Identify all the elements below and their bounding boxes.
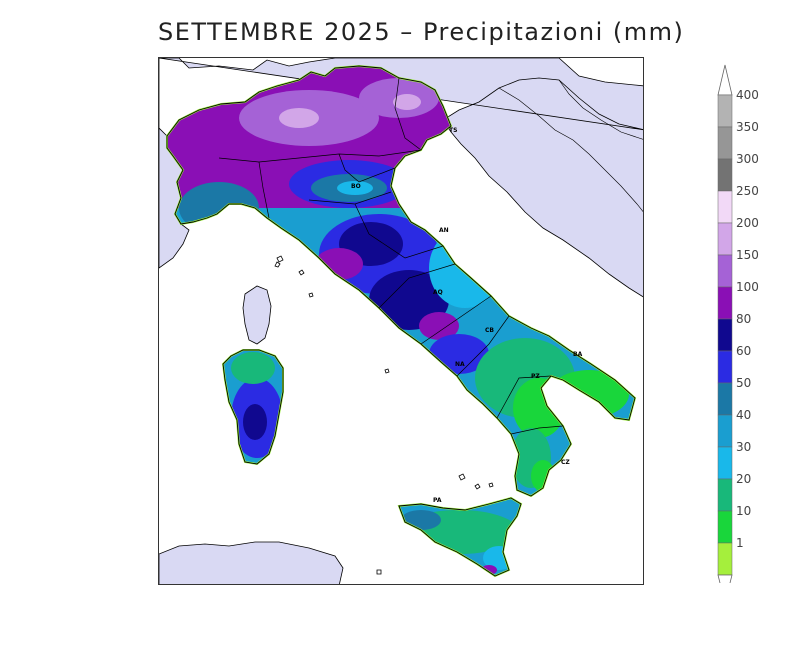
island-corsica	[242, 285, 272, 345]
legend-label-40: 40	[736, 408, 752, 422]
legend-swatch-50	[717, 382, 733, 416]
region-code-aq: AQ	[433, 289, 443, 296]
legend-swatch-20	[717, 478, 733, 512]
legend-swatch-1	[717, 542, 733, 576]
legend-label-50: 50	[736, 376, 752, 390]
region-code-an: AN	[439, 227, 449, 234]
map-frame: TS BO AN AQ CB NA BA PZ CZ PA	[158, 57, 644, 585]
italy-precipitation-map: TS BO AN AQ CB NA BA PZ CZ PA	[159, 58, 643, 584]
legend-swatch-80	[717, 318, 733, 352]
coastline	[166, 65, 636, 577]
region-code-na: NA	[455, 361, 465, 368]
precipitation-legend: 400 350 300 250 200 150 100 80 60 50 40 30 20 10 1	[716, 63, 796, 583]
region-code-cb: CB	[485, 327, 494, 334]
region-code-pz: PZ	[531, 373, 540, 380]
region-code-cz: CZ	[561, 459, 570, 466]
legend-label-350: 350	[736, 120, 759, 134]
legend-label-20: 20	[736, 472, 752, 486]
legend-swatch-250	[717, 190, 733, 224]
region-borders	[218, 77, 564, 435]
legend-arrow-bottom	[717, 574, 733, 583]
map-title: SETTEMBRE 2025 – Precipitazioni (mm)	[158, 18, 685, 46]
legend-swatch-10	[717, 510, 733, 544]
legend-swatch-400	[717, 94, 733, 128]
legend-label-100: 100	[736, 280, 759, 294]
region-code-ts: TS	[449, 127, 457, 134]
legend-label-250: 250	[736, 184, 759, 198]
legend-colorbar	[717, 64, 733, 583]
legend-arrow-top	[717, 64, 733, 96]
legend-label-400: 400	[736, 88, 759, 102]
legend-label-10: 10	[736, 504, 752, 518]
legend-swatch-100	[717, 286, 733, 320]
legend-label-60: 60	[736, 344, 752, 358]
neighboring-land-africa	[159, 541, 344, 584]
legend-swatch-150	[717, 254, 733, 288]
legend-label-300: 300	[736, 152, 759, 166]
legend-swatch-60	[717, 350, 733, 384]
legend-label-200: 200	[736, 216, 759, 230]
legend-swatch-40	[717, 414, 733, 448]
legend-label-150: 150	[736, 248, 759, 262]
legend-swatch-200	[717, 222, 733, 256]
legend-swatch-30	[717, 446, 733, 480]
legend-swatch-300	[717, 158, 733, 192]
region-code-labels: TS BO AN AQ CB NA BA PZ CZ PA	[351, 127, 583, 504]
region-code-bo: BO	[351, 183, 361, 190]
neighboring-borders	[498, 79, 643, 212]
region-code-pa: PA	[433, 497, 442, 504]
legend-label-80: 80	[736, 312, 752, 326]
neighboring-land-north	[159, 58, 643, 298]
legend-label-1: 1	[736, 536, 744, 550]
legend-label-30: 30	[736, 440, 752, 454]
small-islands	[274, 255, 494, 575]
region-code-ba: BA	[573, 351, 583, 358]
legend-swatch-350	[717, 126, 733, 160]
